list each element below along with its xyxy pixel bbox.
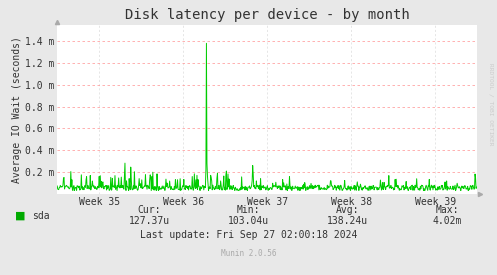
Text: 103.04u: 103.04u: [228, 216, 269, 226]
Text: Avg:: Avg:: [336, 205, 360, 215]
Title: Disk latency per device - by month: Disk latency per device - by month: [125, 8, 410, 22]
Text: Min:: Min:: [237, 205, 260, 215]
Text: Last update: Fri Sep 27 02:00:18 2024: Last update: Fri Sep 27 02:00:18 2024: [140, 230, 357, 240]
Text: 127.37u: 127.37u: [129, 216, 169, 226]
Text: Max:: Max:: [435, 205, 459, 215]
Text: Cur:: Cur:: [137, 205, 161, 215]
Text: 4.02m: 4.02m: [432, 216, 462, 226]
Text: 138.24u: 138.24u: [328, 216, 368, 226]
Text: sda: sda: [32, 211, 50, 221]
Text: ■: ■: [15, 211, 25, 221]
Text: RRDTOOL / TOBI OETIKER: RRDTOOL / TOBI OETIKER: [489, 63, 494, 146]
Y-axis label: Average IO Wait (seconds): Average IO Wait (seconds): [12, 36, 22, 183]
Text: Munin 2.0.56: Munin 2.0.56: [221, 249, 276, 258]
